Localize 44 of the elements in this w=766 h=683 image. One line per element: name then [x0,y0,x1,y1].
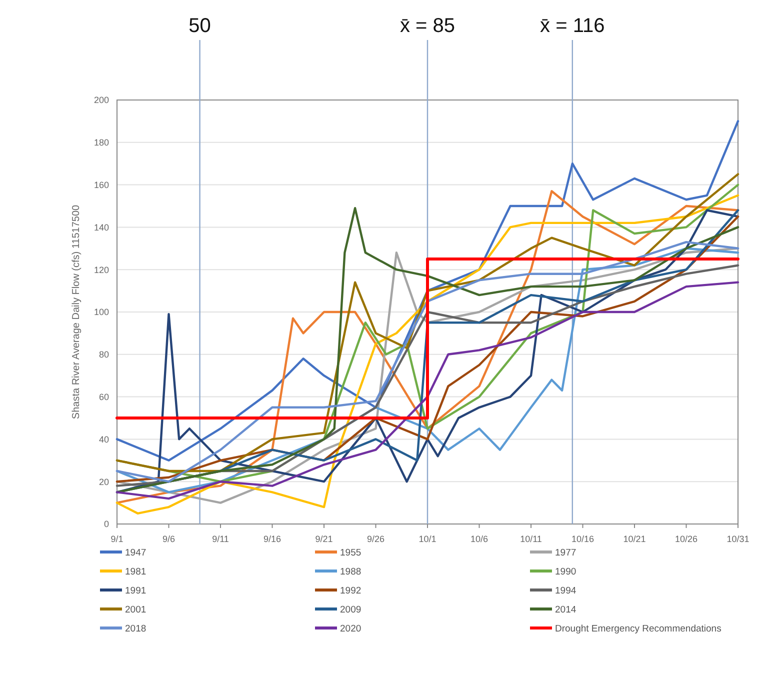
x-tick-label: 9/1 [110,534,124,544]
y-tick-label: 20 [98,476,109,487]
x-tick-label: 10/1 [418,534,436,544]
ref-line-label: x̄ = 116 [540,15,605,37]
x-tick-label: 10/26 [674,534,698,544]
legend-label: 1981 [125,566,146,578]
y-tick-label: 160 [94,180,109,190]
legend-label: 1955 [340,547,362,558]
legend-label: 2009 [340,604,362,616]
legend-label: 1991 [125,585,146,596]
y-axis-title: Shasta River Average Daily Flow (cfs) 11517500 [71,204,82,420]
x-tick-label: 9/11 [212,534,229,544]
x-tick-label: 10/31 [726,534,750,544]
y-tick-label: 80 [98,350,109,360]
ref-line-label: x̄ = 85 [400,15,456,37]
x-tick-label: 10/11 [520,534,542,544]
line-series [116,120,740,462]
x-tick-label: 9/26 [366,534,385,544]
x-tick-label: 10/16 [571,534,594,544]
y-tick-label: 40 [98,434,109,444]
legend-label: 2001 [125,604,146,616]
y-tick-label: 200 [94,95,109,106]
legend-label: 2018 [125,623,146,634]
x-tick-label: 9/21 [315,534,333,544]
y-tick-label: 180 [94,138,109,148]
legend-label: 1992 [340,585,362,596]
x-tick-label: 9/6 [162,534,176,544]
legend-label: Drought Emergency Recommendations [555,623,722,634]
x-tick-label: 10/6 [470,534,488,544]
legend-label: 1988 [340,566,362,578]
legend-label: 2014 [555,604,576,616]
y-tick-label: 0 [104,519,109,530]
y-tick-label: 60 [98,392,109,402]
legend-label: 2020 [340,623,362,634]
x-tick-label: 9/16 [263,534,282,544]
legend-label: 1990 [555,566,576,578]
y-tick-label: 100 [94,307,109,318]
x-tick-label: 10/21 [623,534,646,544]
legend-label: 1977 [555,547,576,558]
ref-line-label: 50 [188,15,211,37]
legend-label: 1947 [125,547,146,558]
legend-label: 1994 [555,585,576,596]
y-tick-label: 140 [94,222,109,232]
y-tick-label: 120 [94,264,109,275]
